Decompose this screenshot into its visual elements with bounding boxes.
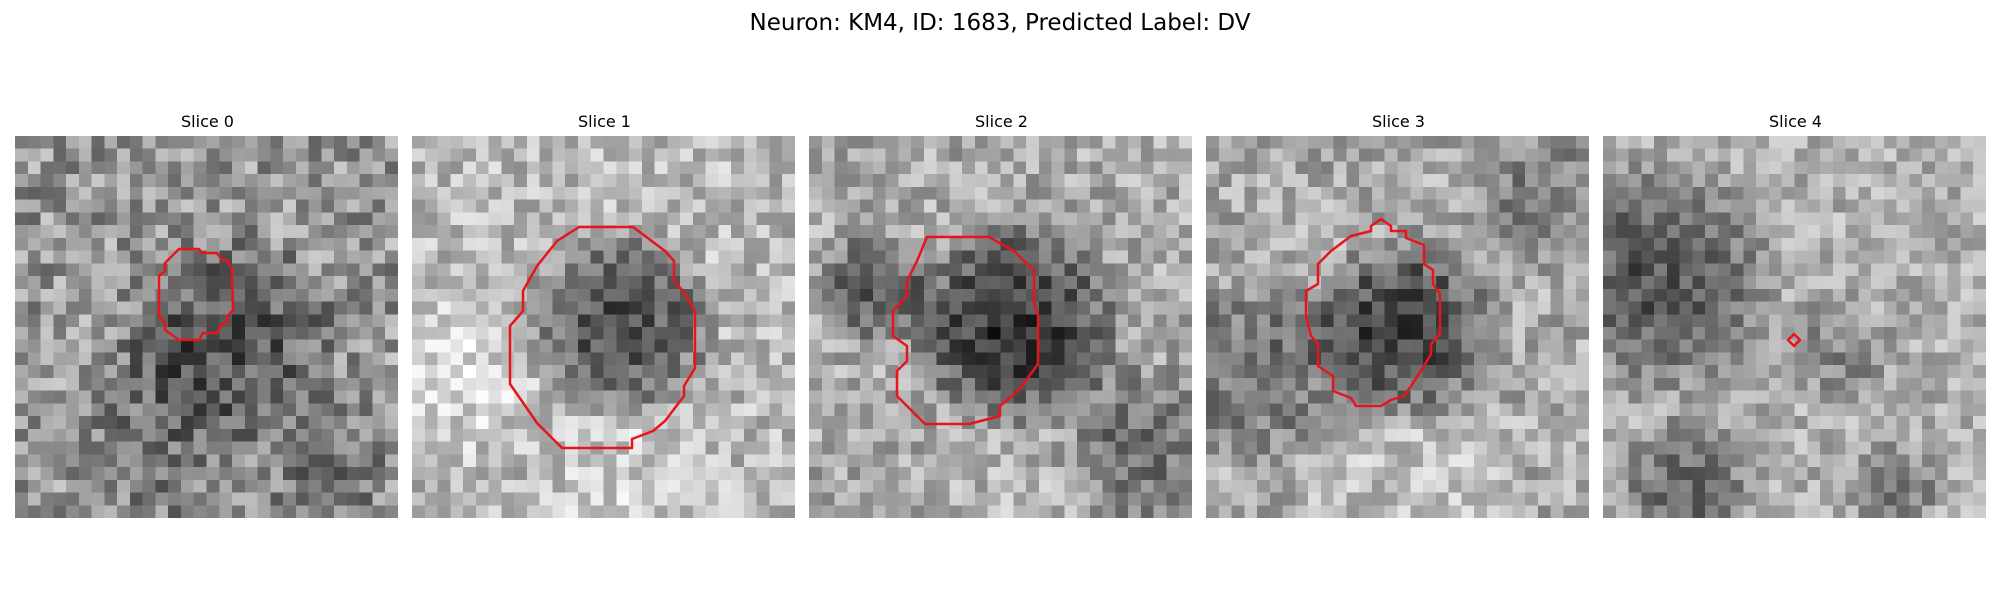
figure-title: Neuron: KM4, ID: 1683, Predicted Label: … (749, 10, 1251, 36)
slice-panel-3: Slice 3 (1206, 110, 1591, 518)
slice-title: Slice 0 (181, 112, 234, 131)
neuron-contour (508, 225, 697, 450)
neuron-contour (891, 235, 1040, 426)
slice-image (809, 136, 1192, 518)
neuron-contour (157, 247, 235, 342)
slice-panel-0: Slice 0 (15, 110, 400, 518)
slice-image (1603, 136, 1986, 518)
slice-title: Slice 2 (975, 112, 1028, 131)
slice-image (412, 136, 795, 518)
slice-panel-2: Slice 2 (809, 110, 1194, 518)
slice-image (15, 136, 398, 518)
slice-title: Slice 4 (1769, 112, 1822, 131)
slice-title: Slice 3 (1372, 112, 1425, 131)
slice-panel-1: Slice 1 (412, 110, 797, 518)
slice-title: Slice 1 (578, 112, 631, 131)
slice-image (1206, 136, 1589, 518)
neuron-contour (1304, 217, 1442, 408)
neuron-contour (1786, 332, 1802, 348)
slice-panel-4: Slice 4 (1603, 110, 1988, 518)
